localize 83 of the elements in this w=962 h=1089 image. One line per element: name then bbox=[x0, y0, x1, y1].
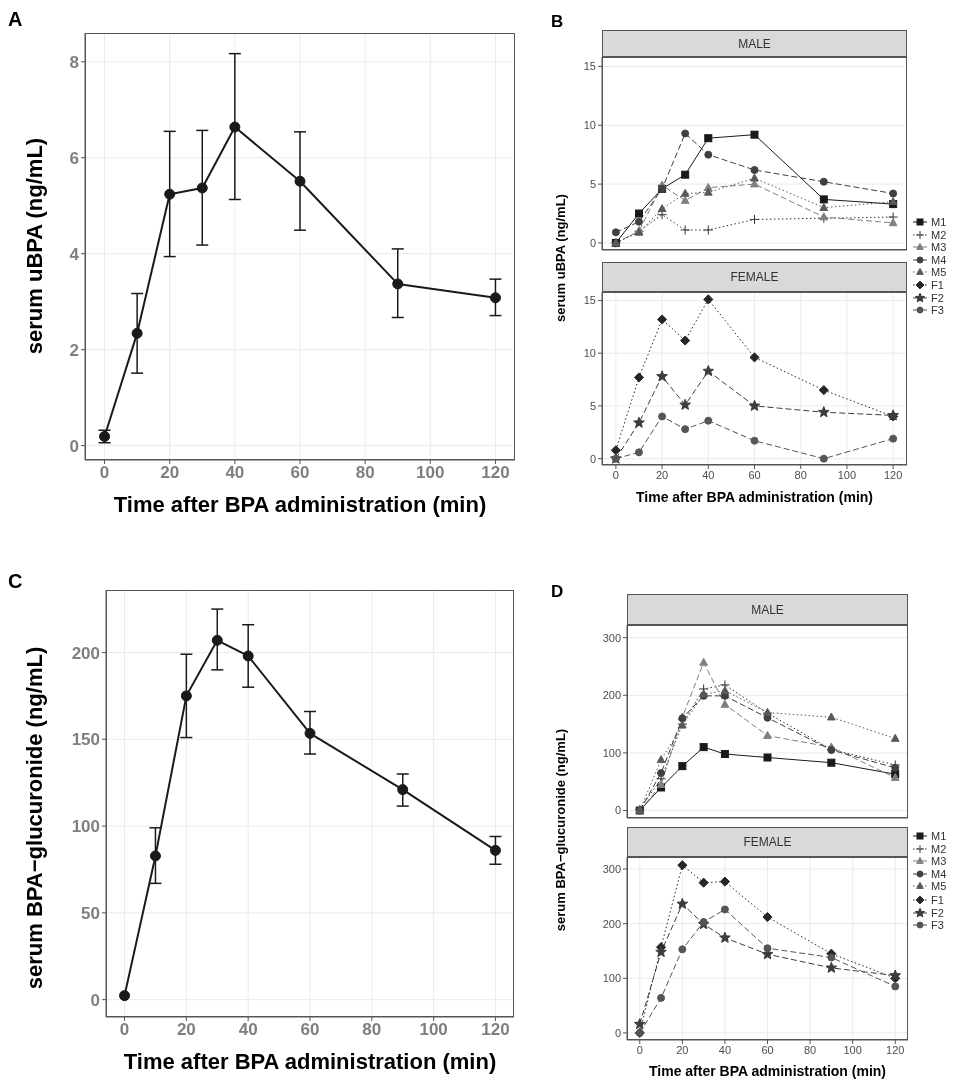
y-tick-label: 0 bbox=[69, 436, 79, 456]
y-axis-title: serum BPA−glucuronide (ng/mL) bbox=[22, 646, 48, 990]
x-axis-title: Time after BPA administration (min) bbox=[113, 492, 487, 518]
legend-label: F3 bbox=[931, 304, 944, 317]
y-tick-label: 100 bbox=[602, 746, 621, 759]
x-tick-label: 60 bbox=[748, 468, 761, 481]
y-axis-title: serum BPA−glucuronide (ng/mL) bbox=[552, 728, 568, 932]
y-axis-title: serum uBPA (ng/mL) bbox=[552, 194, 568, 322]
chart-subtitle: FEMALE bbox=[730, 270, 779, 284]
y-tick-label: 50 bbox=[81, 903, 100, 923]
legend-label: M2 bbox=[931, 228, 947, 241]
y-tick-label: 5 bbox=[589, 399, 596, 412]
x-tick-label: 120 bbox=[883, 468, 903, 481]
x-tick-label: 40 bbox=[718, 1043, 732, 1056]
y-tick-label: 10 bbox=[583, 119, 596, 132]
chart-subtitle: MALE bbox=[738, 36, 771, 51]
x-axis-title: Time after BPA administration (min) bbox=[123, 1049, 497, 1075]
chart-title: C bbox=[8, 570, 23, 593]
y-tick-label: 100 bbox=[602, 972, 621, 985]
chart-title: B bbox=[551, 12, 564, 32]
y-tick-label: 200 bbox=[602, 689, 621, 702]
x-tick-label: 60 bbox=[290, 463, 310, 483]
x-tick-label: 20 bbox=[676, 1043, 689, 1056]
chart-title: D bbox=[551, 582, 564, 602]
y-tick-label: 0 bbox=[90, 990, 100, 1010]
x-tick-label: 100 bbox=[419, 1020, 448, 1040]
y-tick-label: 0 bbox=[614, 804, 621, 817]
x-tick-label: 60 bbox=[761, 1043, 774, 1056]
chart-subtitle: FEMALE bbox=[743, 835, 792, 849]
x-tick-label: 100 bbox=[843, 1043, 862, 1056]
x-tick-label: 20 bbox=[176, 1020, 196, 1040]
y-tick-label: 10 bbox=[583, 347, 596, 360]
x-tick-label: 60 bbox=[300, 1020, 320, 1040]
y-tick-label: 2 bbox=[69, 340, 79, 360]
y-tick-label: 0 bbox=[589, 452, 596, 465]
y-tick-label: 100 bbox=[71, 817, 100, 837]
x-tick-label: 80 bbox=[803, 1043, 817, 1056]
legend-label: M1 bbox=[931, 830, 947, 843]
x-tick-label: 120 bbox=[481, 463, 510, 483]
legend-label: F2 bbox=[931, 291, 944, 304]
y-tick-label: 0 bbox=[589, 236, 596, 249]
legend-label: M5 bbox=[931, 266, 947, 279]
y-tick-label: 8 bbox=[69, 52, 79, 72]
chart-subtitle: MALE bbox=[751, 602, 784, 617]
legend-label: F2 bbox=[931, 906, 944, 919]
x-tick-label: 100 bbox=[837, 468, 857, 481]
y-tick-label: 15 bbox=[583, 294, 596, 307]
y-tick-label: 4 bbox=[69, 244, 80, 264]
legend-label: M3 bbox=[931, 241, 947, 254]
x-tick-label: 100 bbox=[416, 463, 445, 483]
y-tick-label: 300 bbox=[602, 631, 621, 644]
y-tick-label: 200 bbox=[71, 643, 100, 663]
x-tick-label: 120 bbox=[481, 1020, 510, 1040]
x-axis-title: Time after BPA administration (min) bbox=[636, 489, 873, 505]
legend-label: F3 bbox=[931, 919, 944, 932]
legend-label: M2 bbox=[931, 842, 947, 855]
legend-label: M5 bbox=[931, 880, 947, 893]
y-tick-label: 15 bbox=[583, 60, 596, 73]
x-tick-label: 0 bbox=[119, 1020, 130, 1040]
legend-label: F1 bbox=[931, 894, 944, 907]
x-tick-label: 20 bbox=[160, 463, 180, 483]
x-tick-label: 40 bbox=[702, 468, 715, 481]
x-tick-label: 40 bbox=[225, 463, 245, 483]
y-tick-label: 300 bbox=[602, 862, 621, 875]
x-tick-label: 80 bbox=[362, 1020, 382, 1040]
y-tick-label: 150 bbox=[71, 730, 100, 750]
y-tick-label: 200 bbox=[602, 917, 621, 930]
y-axis-title: serum uBPA (ng/mL) bbox=[22, 137, 48, 355]
legend-label: M3 bbox=[931, 855, 947, 868]
x-tick-label: 40 bbox=[238, 1020, 258, 1040]
legend-label: F1 bbox=[931, 279, 944, 292]
legend-label: M1 bbox=[931, 216, 947, 229]
y-tick-label: 6 bbox=[69, 148, 79, 168]
x-tick-label: 80 bbox=[355, 463, 375, 483]
x-tick-label: 0 bbox=[636, 1043, 643, 1056]
x-tick-label: 120 bbox=[886, 1043, 905, 1056]
legend-label: M4 bbox=[931, 867, 947, 880]
legend-label: M4 bbox=[931, 253, 947, 266]
x-tick-label: 80 bbox=[794, 468, 807, 481]
chart-title: A bbox=[8, 8, 23, 31]
x-tick-label: 20 bbox=[655, 468, 669, 481]
y-tick-label: 5 bbox=[589, 178, 596, 190]
x-axis-title: Time after BPA administration (min) bbox=[649, 1063, 886, 1079]
